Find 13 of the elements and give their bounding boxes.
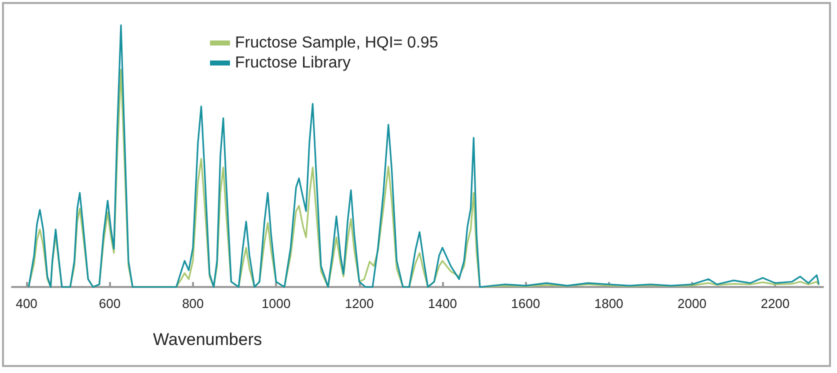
x-tick-label: 1400 [428, 296, 457, 311]
x-tick-label: 2000 [678, 296, 706, 311]
x-tick-label: 2200 [760, 296, 790, 311]
x-tick-label: 400 [16, 296, 38, 311]
x-tick-label: 1800 [594, 296, 624, 311]
x-axis-title: Wavenumbers [153, 330, 262, 349]
x-tick-label: 600 [98, 296, 121, 311]
x-tick-label: 1600 [511, 296, 540, 311]
x-tick-label: 1200 [344, 296, 374, 311]
x-tick-label: 1000 [262, 296, 291, 311]
legend-label: Fructose Library [235, 54, 351, 72]
legend-label: Fructose Sample, HQI= 0.95 [235, 34, 438, 52]
x-tick-label: 800 [182, 296, 204, 311]
